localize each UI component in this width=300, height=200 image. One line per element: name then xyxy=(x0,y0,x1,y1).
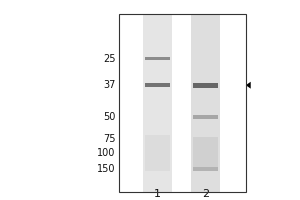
Text: 1: 1 xyxy=(154,189,161,199)
Bar xyxy=(193,137,218,169)
Text: 2: 2 xyxy=(202,189,209,199)
Bar xyxy=(146,135,170,171)
Bar xyxy=(194,115,218,119)
Text: 100: 100 xyxy=(97,148,116,158)
Bar xyxy=(143,14,172,192)
Bar xyxy=(118,14,246,192)
Bar xyxy=(146,83,170,87)
Text: 150: 150 xyxy=(97,164,116,174)
Text: 37: 37 xyxy=(103,80,116,90)
Bar xyxy=(194,83,218,88)
Text: 50: 50 xyxy=(103,112,116,122)
Bar xyxy=(118,14,246,192)
Text: 25: 25 xyxy=(103,53,116,64)
Bar xyxy=(191,14,220,192)
Bar xyxy=(146,57,170,60)
Bar xyxy=(194,167,218,171)
Text: 75: 75 xyxy=(103,134,116,144)
